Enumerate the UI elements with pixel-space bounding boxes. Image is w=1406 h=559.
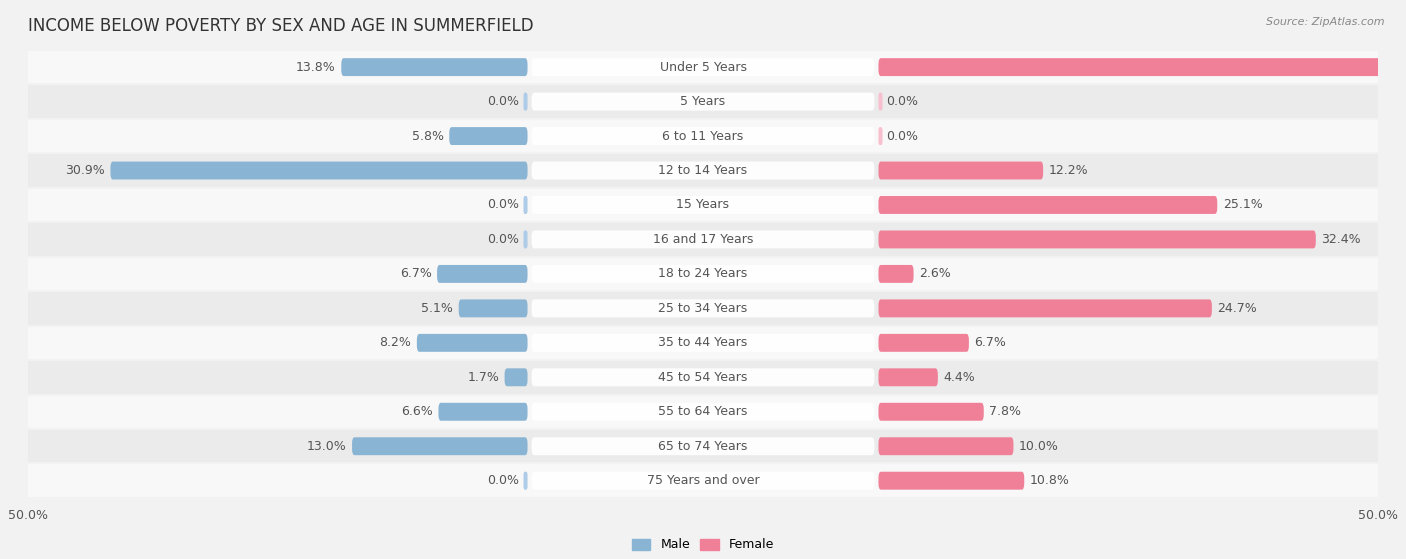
Text: 1.7%: 1.7% bbox=[467, 371, 499, 384]
FancyBboxPatch shape bbox=[531, 162, 875, 179]
FancyBboxPatch shape bbox=[531, 334, 875, 352]
Text: 24.7%: 24.7% bbox=[1218, 302, 1257, 315]
FancyBboxPatch shape bbox=[879, 127, 883, 145]
Text: 6 to 11 Years: 6 to 11 Years bbox=[662, 130, 744, 143]
Bar bbox=[28, 360, 1378, 395]
Text: INCOME BELOW POVERTY BY SEX AND AGE IN SUMMERFIELD: INCOME BELOW POVERTY BY SEX AND AGE IN S… bbox=[28, 17, 534, 35]
FancyBboxPatch shape bbox=[879, 437, 1014, 455]
FancyBboxPatch shape bbox=[531, 127, 875, 145]
FancyBboxPatch shape bbox=[879, 403, 984, 421]
FancyBboxPatch shape bbox=[531, 437, 875, 455]
Text: 35 to 44 Years: 35 to 44 Years bbox=[658, 337, 748, 349]
Bar bbox=[28, 463, 1378, 498]
FancyBboxPatch shape bbox=[523, 93, 527, 111]
FancyBboxPatch shape bbox=[531, 196, 875, 214]
Bar bbox=[28, 291, 1378, 325]
FancyBboxPatch shape bbox=[531, 300, 875, 318]
Text: 10.8%: 10.8% bbox=[1029, 474, 1070, 487]
FancyBboxPatch shape bbox=[439, 403, 527, 421]
Bar bbox=[28, 153, 1378, 188]
Text: 12 to 14 Years: 12 to 14 Years bbox=[658, 164, 748, 177]
FancyBboxPatch shape bbox=[531, 403, 875, 421]
Text: 6.6%: 6.6% bbox=[401, 405, 433, 418]
Text: 30.9%: 30.9% bbox=[65, 164, 105, 177]
Text: 12.2%: 12.2% bbox=[1049, 164, 1088, 177]
FancyBboxPatch shape bbox=[531, 265, 875, 283]
FancyBboxPatch shape bbox=[531, 230, 875, 248]
FancyBboxPatch shape bbox=[879, 93, 883, 111]
Bar bbox=[28, 119, 1378, 153]
Bar bbox=[28, 50, 1378, 84]
Text: 13.0%: 13.0% bbox=[307, 440, 347, 453]
Bar bbox=[28, 222, 1378, 257]
Text: 5.8%: 5.8% bbox=[412, 130, 444, 143]
Bar bbox=[28, 84, 1378, 119]
Text: 0.0%: 0.0% bbox=[488, 95, 519, 108]
FancyBboxPatch shape bbox=[523, 230, 527, 248]
Bar bbox=[28, 325, 1378, 360]
FancyBboxPatch shape bbox=[352, 437, 527, 455]
FancyBboxPatch shape bbox=[458, 300, 527, 318]
Text: 0.0%: 0.0% bbox=[488, 198, 519, 211]
FancyBboxPatch shape bbox=[111, 162, 527, 179]
FancyBboxPatch shape bbox=[531, 368, 875, 386]
Text: 6.7%: 6.7% bbox=[974, 337, 1007, 349]
Text: 75 Years and over: 75 Years and over bbox=[647, 474, 759, 487]
Text: 0.0%: 0.0% bbox=[488, 474, 519, 487]
Bar bbox=[28, 395, 1378, 429]
FancyBboxPatch shape bbox=[531, 58, 875, 76]
FancyBboxPatch shape bbox=[879, 334, 969, 352]
Text: 4.4%: 4.4% bbox=[943, 371, 974, 384]
Text: 6.7%: 6.7% bbox=[399, 267, 432, 281]
Text: 2.6%: 2.6% bbox=[920, 267, 950, 281]
FancyBboxPatch shape bbox=[879, 196, 1218, 214]
FancyBboxPatch shape bbox=[879, 300, 1212, 318]
Text: 7.8%: 7.8% bbox=[990, 405, 1021, 418]
Text: 5 Years: 5 Years bbox=[681, 95, 725, 108]
Text: 0.0%: 0.0% bbox=[488, 233, 519, 246]
Text: 45 to 54 Years: 45 to 54 Years bbox=[658, 371, 748, 384]
Text: 15 Years: 15 Years bbox=[676, 198, 730, 211]
Text: 16 and 17 Years: 16 and 17 Years bbox=[652, 233, 754, 246]
Text: Source: ZipAtlas.com: Source: ZipAtlas.com bbox=[1267, 17, 1385, 27]
Text: 13.8%: 13.8% bbox=[297, 60, 336, 74]
FancyBboxPatch shape bbox=[879, 265, 914, 283]
Text: 55 to 64 Years: 55 to 64 Years bbox=[658, 405, 748, 418]
FancyBboxPatch shape bbox=[416, 334, 527, 352]
FancyBboxPatch shape bbox=[523, 472, 527, 490]
Text: 25 to 34 Years: 25 to 34 Years bbox=[658, 302, 748, 315]
FancyBboxPatch shape bbox=[505, 368, 527, 386]
FancyBboxPatch shape bbox=[437, 265, 527, 283]
Text: 8.2%: 8.2% bbox=[380, 337, 412, 349]
Bar bbox=[28, 429, 1378, 463]
FancyBboxPatch shape bbox=[531, 472, 875, 490]
FancyBboxPatch shape bbox=[879, 230, 1316, 248]
Legend: Male, Female: Male, Female bbox=[627, 533, 779, 556]
Text: Under 5 Years: Under 5 Years bbox=[659, 60, 747, 74]
Bar bbox=[28, 257, 1378, 291]
Text: 5.1%: 5.1% bbox=[422, 302, 453, 315]
FancyBboxPatch shape bbox=[450, 127, 527, 145]
Text: 10.0%: 10.0% bbox=[1019, 440, 1059, 453]
FancyBboxPatch shape bbox=[879, 58, 1406, 76]
FancyBboxPatch shape bbox=[342, 58, 527, 76]
FancyBboxPatch shape bbox=[879, 162, 1043, 179]
Text: 32.4%: 32.4% bbox=[1322, 233, 1361, 246]
Text: 0.0%: 0.0% bbox=[887, 130, 918, 143]
Bar bbox=[28, 188, 1378, 222]
Text: 65 to 74 Years: 65 to 74 Years bbox=[658, 440, 748, 453]
Text: 25.1%: 25.1% bbox=[1223, 198, 1263, 211]
FancyBboxPatch shape bbox=[879, 472, 1024, 490]
Text: 18 to 24 Years: 18 to 24 Years bbox=[658, 267, 748, 281]
FancyBboxPatch shape bbox=[879, 368, 938, 386]
FancyBboxPatch shape bbox=[523, 196, 527, 214]
Text: 0.0%: 0.0% bbox=[887, 95, 918, 108]
FancyBboxPatch shape bbox=[531, 93, 875, 111]
